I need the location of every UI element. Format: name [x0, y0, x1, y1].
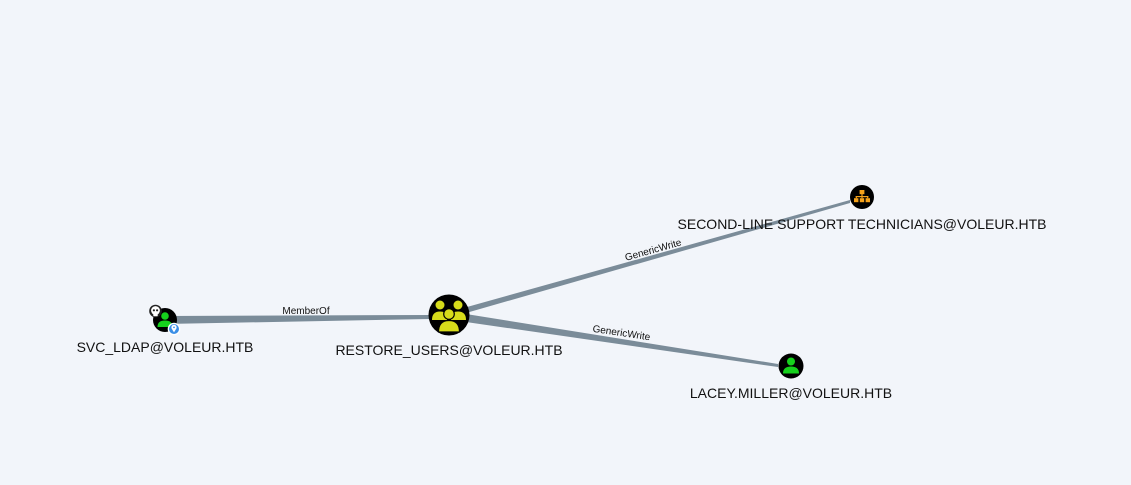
org-chart-icon — [854, 190, 870, 203]
user-icon — [783, 357, 799, 374]
node-label-lacey-miller: LACEY.MILLER@VOLEUR.HTB — [690, 385, 892, 401]
node-label-svc-ldap: SVC_LDAP@VOLEUR.HTB — [77, 339, 254, 355]
node-lacey-miller-ring — [778, 353, 804, 379]
edge-label-memberof: MemberOf — [282, 306, 329, 317]
node-label-second-line-support: SECOND-LINE SUPPORT TECHNICIANS@VOLEUR.H… — [678, 216, 1047, 232]
node-lacey-miller[interactable]: LACEY.MILLER@VOLEUR.HTB — [690, 353, 892, 402]
node-second-line-support[interactable]: SECOND-LINE SUPPORT TECHNICIANS@VOLEUR.H… — [678, 185, 1047, 232]
node-label-restore-users: RESTORE_USERS@VOLEUR.HTB — [335, 342, 562, 358]
group-icon — [432, 300, 466, 333]
edge-genericwrite-user[interactable]: GenericWrite — [466, 314, 778, 367]
node-svc-ldap[interactable]: SVC_LDAP@VOLEUR.HTB — [77, 304, 254, 355]
user-icon — [157, 312, 173, 327]
node-restore-users[interactable]: RESTORE_USERS@VOLEUR.HTB — [335, 294, 563, 359]
location-pin-icon — [167, 322, 181, 336]
skull-icon — [149, 304, 162, 318]
edge-memberof[interactable]: MemberOf — [165, 306, 430, 324]
